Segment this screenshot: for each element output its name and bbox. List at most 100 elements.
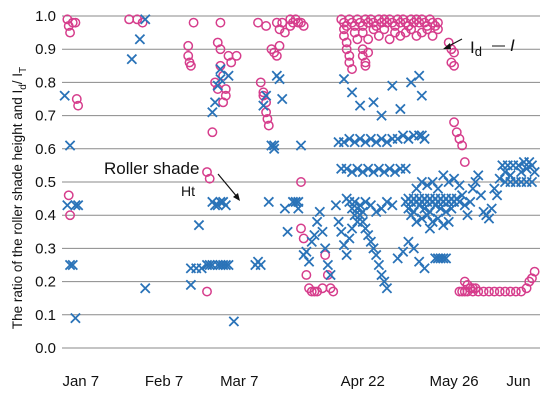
data-point-x [346,203,358,214]
data-point-x [373,163,385,174]
data-point-circle [132,14,143,25]
data-point-x [260,90,272,101]
data-point-circle [63,190,74,201]
data-point-x [255,259,266,271]
data-point-circle [271,17,282,28]
data-point-x [317,226,328,238]
data-point-x [454,196,465,208]
data-point-x [360,196,371,208]
data-point-x [338,73,350,85]
data-point-x [365,133,377,145]
data-point-x [207,107,218,118]
x-tick-label: May 26 [429,373,478,390]
data-point-x [336,226,347,238]
i-label: I [510,36,515,55]
data-point-circle [484,286,494,297]
data-point-circle [384,34,395,45]
data-point-circle [309,286,320,297]
data-point-x [521,163,532,174]
data-point-x [333,216,344,228]
data-point-x [440,253,452,264]
data-point-x [282,226,293,238]
data-point-x [215,196,226,208]
data-point-circle [215,44,226,55]
data-point-x [403,203,414,214]
data-point-x [209,200,221,211]
id-arrowhead [443,43,451,49]
data-point-circle [137,17,148,28]
data-point-x [526,176,538,188]
data-point-x [405,77,417,88]
data-point-x [400,163,411,174]
data-point-circle [296,223,306,234]
data-point-circle [363,47,374,58]
data-point-x [368,166,379,178]
data-point-circle [262,113,273,124]
data-point-x [462,209,473,221]
data-point-circle [357,50,368,61]
data-point-circle [521,283,532,294]
data-point-x [526,160,538,171]
data-point-circle [73,100,84,111]
data-point-x [362,163,374,174]
data-point-x [384,163,395,174]
data-point-x [381,283,393,294]
data-point-x [274,73,285,85]
data-point-x [268,140,280,151]
data-point-x [309,229,320,241]
roller-shade-arrow [217,173,239,199]
data-point-circle [529,266,540,277]
data-point-circle [258,90,269,101]
data-point-circle [67,17,78,28]
data-point-circle [328,286,339,297]
data-point-circle [306,286,317,297]
data-point-circle [341,37,352,48]
data-point-x [389,166,401,178]
data-point-circle [202,167,212,177]
data-point-circle [341,44,352,55]
data-point-x [513,160,524,171]
y-tick-label: 0.2 [35,274,56,291]
data-point-x [215,63,226,75]
data-point-x [279,203,291,214]
data-point-circle [320,250,331,260]
data-point-circle [422,24,433,35]
data-point-x [354,100,366,111]
x-tick-label: Jun [506,373,530,390]
data-point-x [346,166,358,178]
data-point-x [395,103,406,115]
data-point-x [379,166,390,178]
y-tick-label: 0.1 [35,307,56,324]
data-point-x [440,206,452,218]
data-point-x [330,200,342,211]
data-point-x [408,243,420,254]
data-point-x [387,200,398,211]
data-point-x [220,259,232,271]
data-point-x [411,216,422,228]
x-axis-ticks: Jan 7 Feb 7 Mar 7 Apr 22 May 26 Jun [62,373,530,390]
data-point-circle [516,286,527,297]
data-point-circle [339,24,349,35]
y-axis-label: The ratio of the roller shade height and… [10,67,29,329]
data-point-circle [360,60,371,71]
data-point-circle [212,37,223,48]
data-point-x [413,200,425,211]
data-point-circle [489,286,500,297]
data-point-x [196,263,207,274]
data-point-x [446,203,457,214]
data-point-circle [478,286,489,297]
data-point-x [360,136,371,148]
data-point-x [413,130,425,141]
data-point-circle [357,27,368,38]
data-point-x [193,219,205,231]
data-point-x [459,200,471,211]
roller-shade-label: Roller shade [104,159,199,178]
data-point-x [346,87,358,98]
data-point-circle [373,30,384,41]
data-point-x [212,80,223,91]
y-tick-label: 0.8 [35,74,56,91]
data-point-circle [261,97,272,108]
data-point-circle [368,24,379,35]
data-point-x [344,233,355,244]
